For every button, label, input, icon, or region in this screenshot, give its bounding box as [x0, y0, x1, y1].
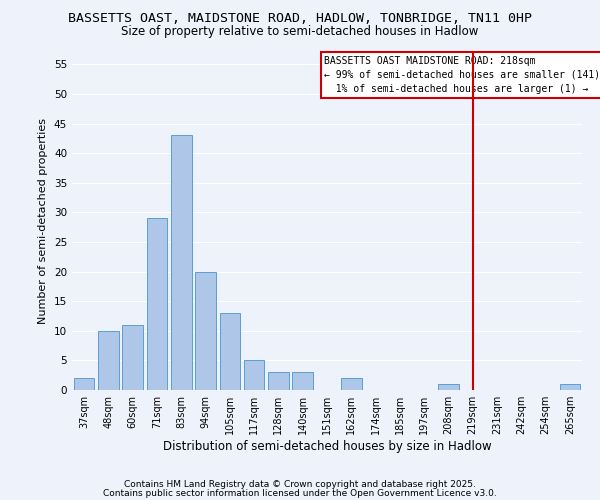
Bar: [292, 372, 313, 390]
Bar: [195, 272, 216, 390]
Bar: [438, 384, 459, 390]
Text: Size of property relative to semi-detached houses in Hadlow: Size of property relative to semi-detach…: [121, 25, 479, 38]
Bar: [122, 325, 143, 390]
X-axis label: Distribution of semi-detached houses by size in Hadlow: Distribution of semi-detached houses by …: [163, 440, 491, 453]
Text: BASSETTS OAST MAIDSTONE ROAD: 218sqm
← 99% of semi-detached houses are smaller (: BASSETTS OAST MAIDSTONE ROAD: 218sqm ← 9…: [325, 56, 600, 94]
Bar: [98, 331, 119, 390]
Bar: [560, 384, 580, 390]
Bar: [74, 378, 94, 390]
Bar: [220, 313, 240, 390]
Bar: [341, 378, 362, 390]
Bar: [171, 136, 191, 390]
Bar: [268, 372, 289, 390]
Text: Contains HM Land Registry data © Crown copyright and database right 2025.: Contains HM Land Registry data © Crown c…: [124, 480, 476, 489]
Bar: [146, 218, 167, 390]
Bar: [244, 360, 265, 390]
Y-axis label: Number of semi-detached properties: Number of semi-detached properties: [38, 118, 49, 324]
Text: Contains public sector information licensed under the Open Government Licence v3: Contains public sector information licen…: [103, 488, 497, 498]
Text: BASSETTS OAST, MAIDSTONE ROAD, HADLOW, TONBRIDGE, TN11 0HP: BASSETTS OAST, MAIDSTONE ROAD, HADLOW, T…: [68, 12, 532, 26]
